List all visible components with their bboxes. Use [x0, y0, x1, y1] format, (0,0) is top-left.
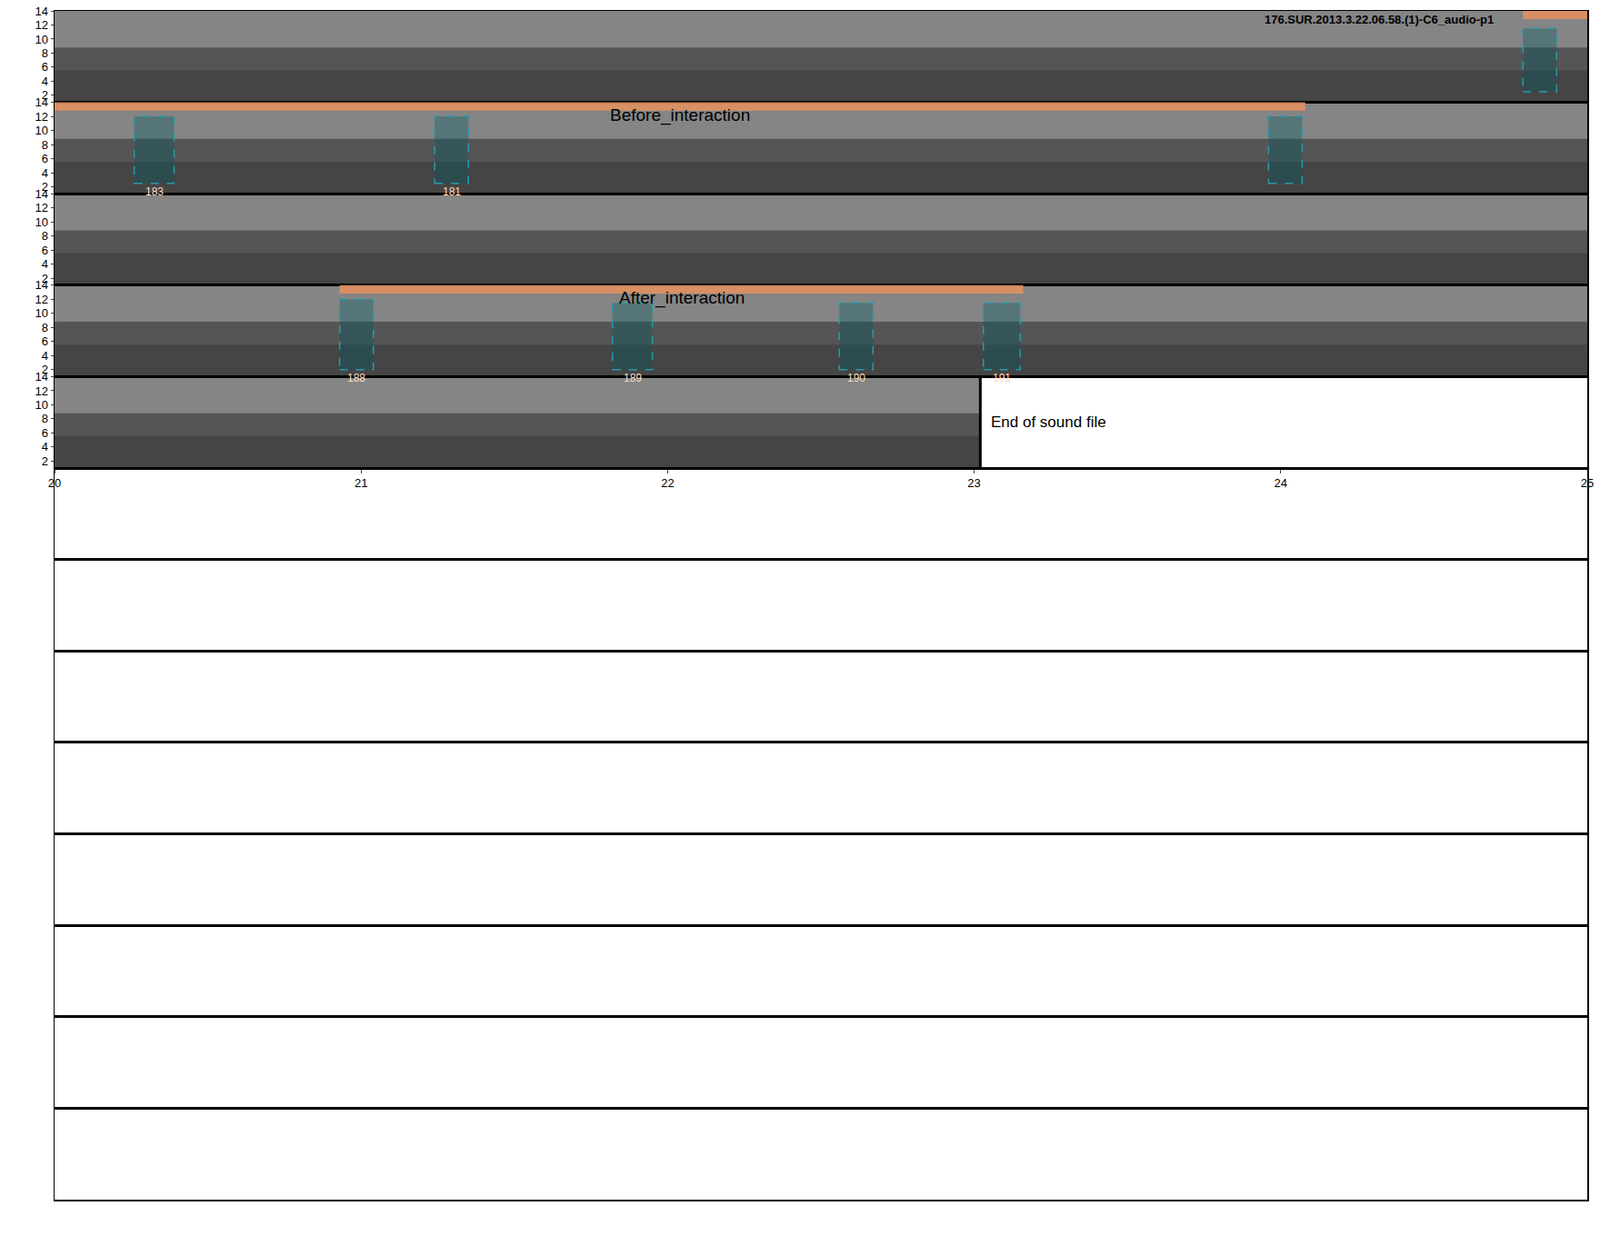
svg-text:10: 10	[34, 398, 48, 412]
svg-text:10: 10	[34, 306, 48, 320]
svg-text:190: 190	[847, 371, 866, 385]
svg-text:10: 10	[34, 32, 48, 47]
svg-text:14: 14	[34, 278, 48, 292]
svg-text:4: 4	[41, 349, 49, 363]
svg-text:14: 14	[34, 4, 48, 19]
svg-text:10: 10	[34, 123, 48, 138]
svg-text:6: 6	[41, 426, 49, 440]
svg-text:12: 12	[34, 383, 48, 398]
svg-text:6: 6	[41, 60, 49, 74]
svg-text:14: 14	[34, 187, 48, 201]
svg-text:End of sound file: End of sound file	[990, 413, 1107, 431]
svg-text:8: 8	[41, 46, 49, 60]
svg-text:2: 2	[41, 454, 49, 469]
svg-text:14: 14	[34, 95, 48, 110]
svg-text:Before_interaction: Before_interaction	[610, 105, 750, 126]
svg-text:8: 8	[41, 229, 49, 243]
svg-text:2: 2	[41, 271, 49, 286]
svg-text:4: 4	[41, 440, 49, 454]
svg-text:4: 4	[41, 166, 49, 180]
svg-text:2: 2	[41, 362, 49, 377]
svg-text:21: 21	[354, 476, 368, 490]
svg-text:23: 23	[967, 476, 980, 490]
svg-text:4: 4	[41, 74, 49, 89]
svg-text:8: 8	[41, 320, 49, 335]
svg-text:20: 20	[48, 476, 61, 490]
svg-text:189: 189	[623, 371, 642, 385]
svg-text:12: 12	[34, 18, 48, 32]
svg-text:2: 2	[41, 180, 49, 194]
svg-text:8: 8	[41, 411, 49, 426]
svg-text:14: 14	[34, 370, 48, 384]
svg-text:6: 6	[41, 334, 49, 349]
svg-text:12: 12	[34, 292, 48, 307]
svg-text:181: 181	[442, 185, 461, 199]
svg-text:6: 6	[41, 151, 49, 166]
svg-text:12: 12	[34, 200, 48, 215]
svg-text:25: 25	[1580, 476, 1594, 490]
svg-text:188: 188	[347, 371, 366, 385]
svg-text:10: 10	[34, 215, 48, 230]
svg-text:24: 24	[1274, 476, 1288, 490]
svg-text:After_interaction: After_interaction	[619, 288, 745, 309]
svg-text:183: 183	[145, 185, 164, 199]
svg-text:8: 8	[41, 138, 49, 152]
svg-text:4: 4	[41, 257, 49, 271]
svg-text:6: 6	[41, 243, 49, 258]
svg-text:22: 22	[660, 476, 674, 490]
svg-text:12: 12	[34, 110, 48, 124]
svg-text:191: 191	[992, 371, 1011, 385]
svg-text:2: 2	[41, 88, 49, 102]
svg-text:176.SUR.2013.3.22.06.58.(1)-C6: 176.SUR.2013.3.22.06.58.(1)-C6_audio-p1	[1264, 12, 1494, 27]
